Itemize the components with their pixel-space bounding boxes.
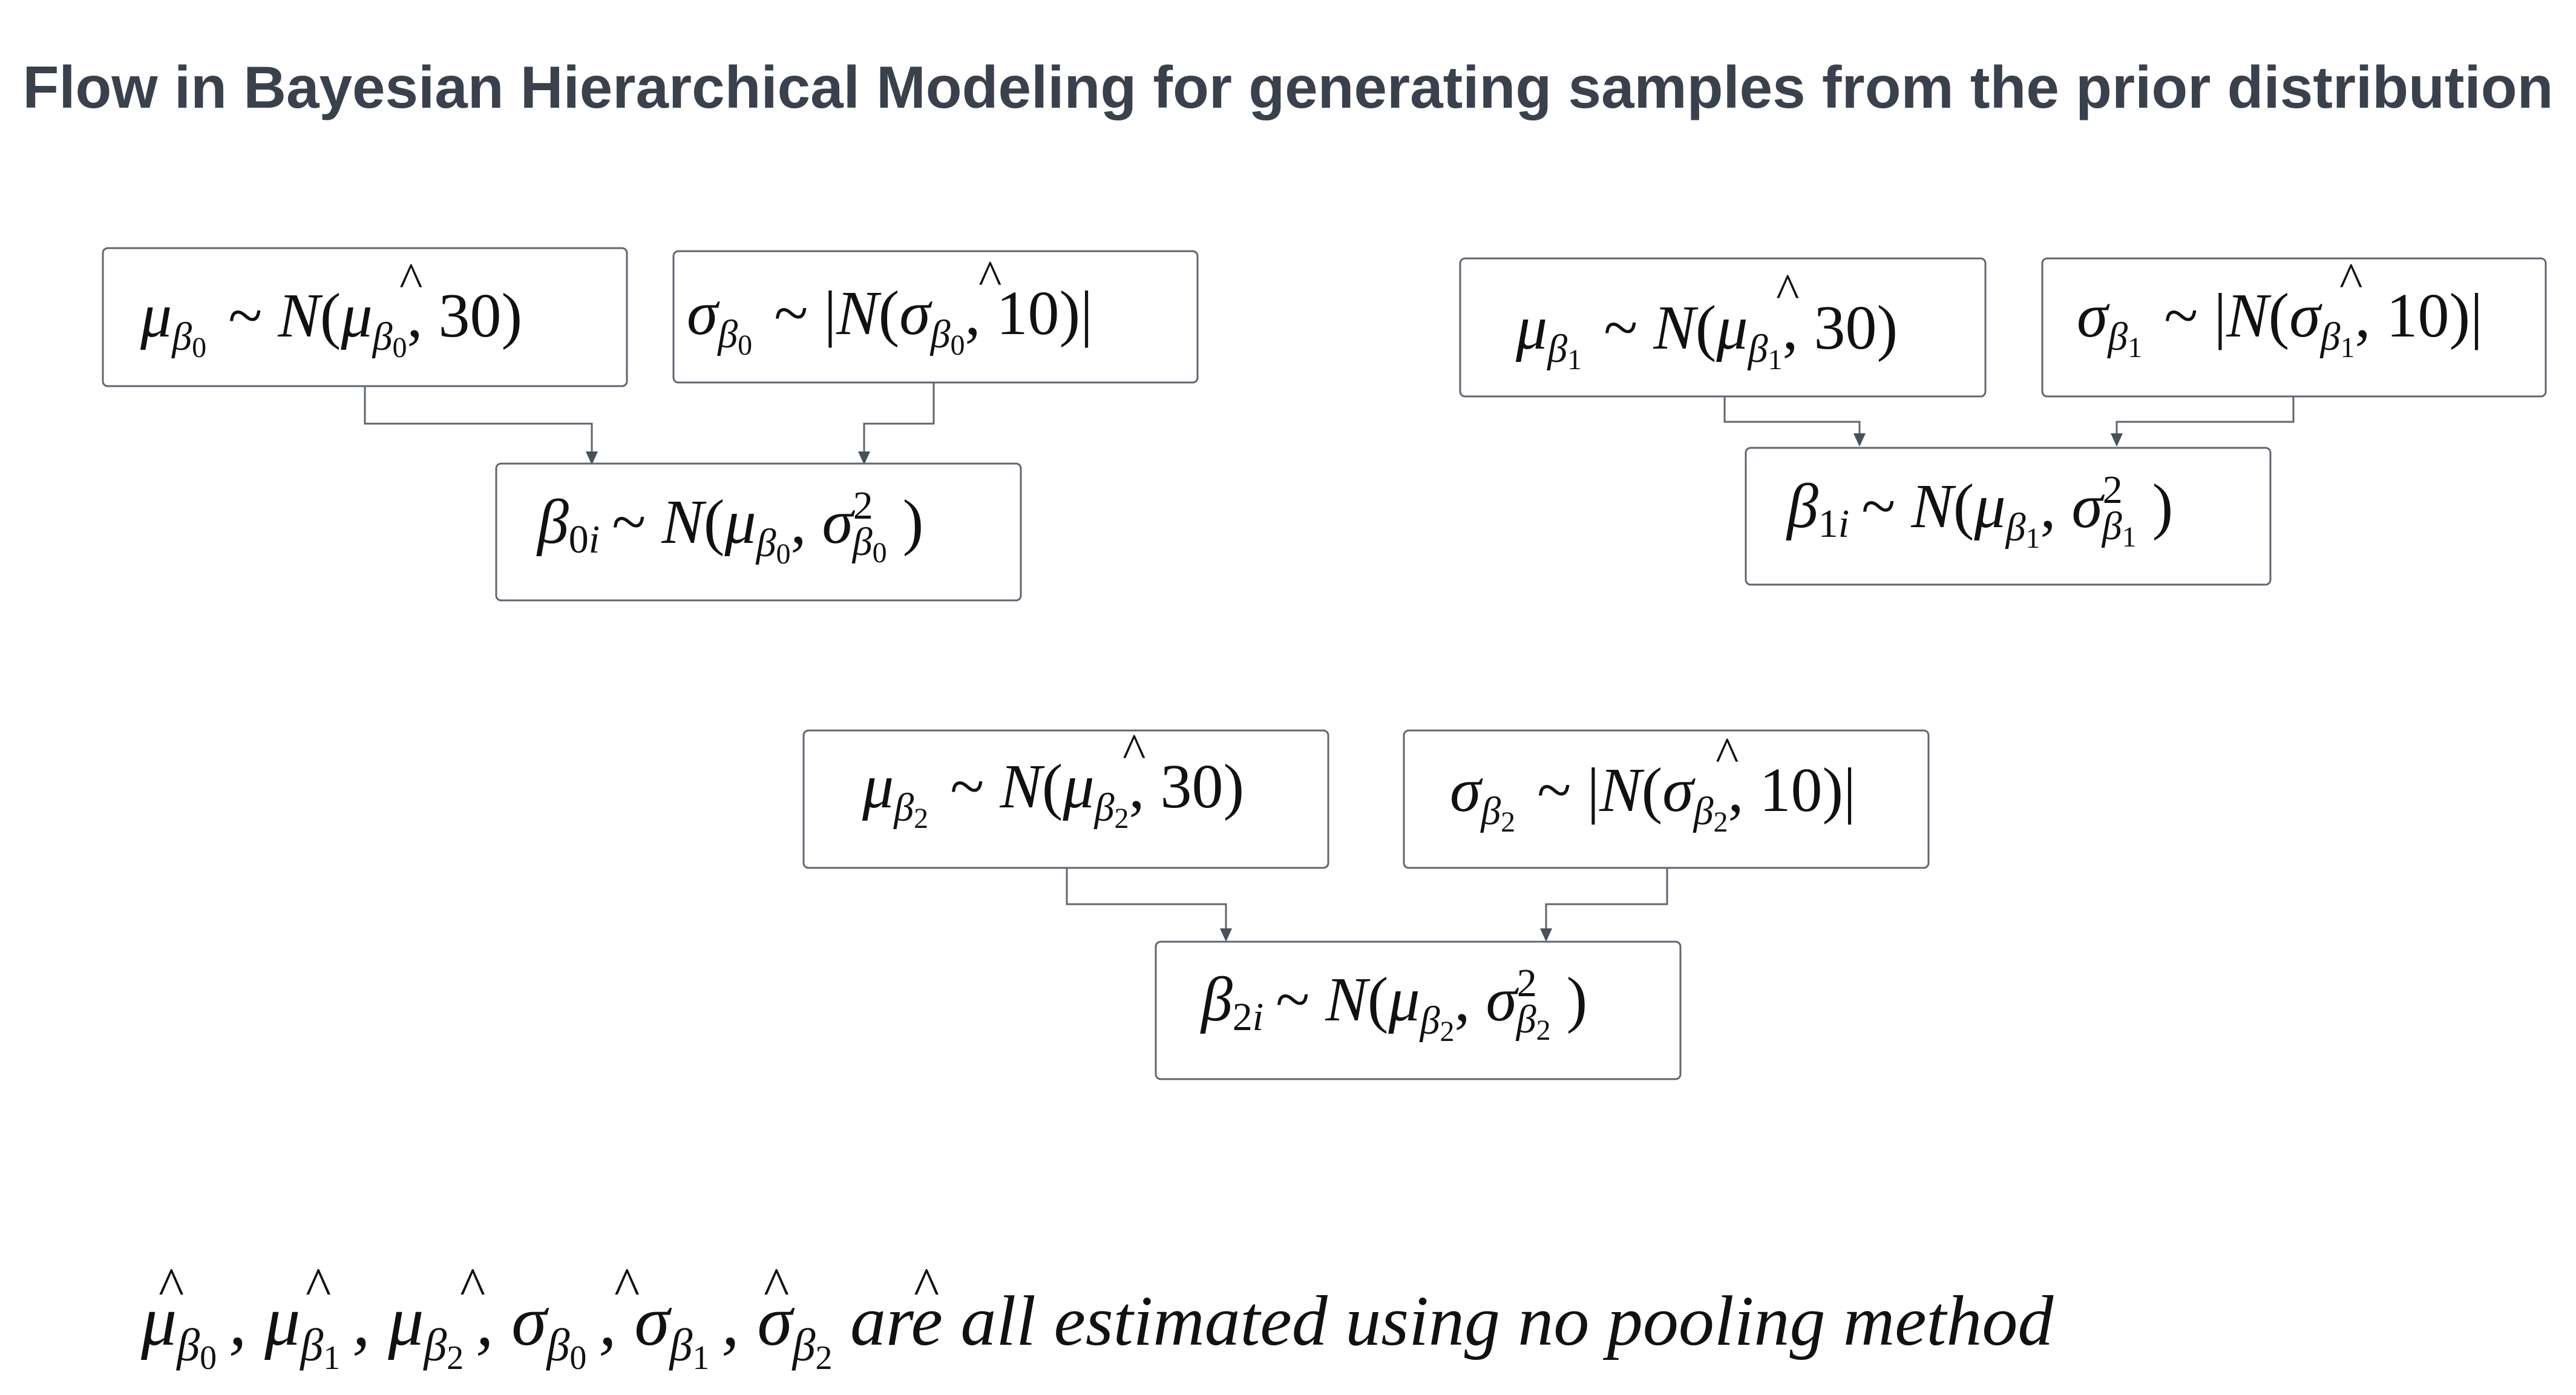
footnote-equation: μβ0, μβ1, μβ2, σβ0, σβ1, σβ2 are all est…: [140, 1257, 2054, 1377]
svg-text:^: ^: [306, 1257, 331, 1317]
arrowhead-icon: [1540, 928, 1552, 942]
node-beta0i: β0i ~ N(μβ0, σ2 β0 ): [495, 462, 1022, 602]
svg-text:^: ^: [764, 1257, 789, 1317]
svg-text:μβ1~ N(μβ1, 30): μβ1 ~ N(μβ1, 30): [1515, 293, 1898, 376]
svg-text:^: ^: [1776, 263, 1799, 318]
arrowhead-icon: [1220, 928, 1232, 942]
arrowhead-icon: [2111, 433, 2123, 447]
svg-text:^: ^: [978, 250, 1001, 305]
edge-sigma-beta2-to-beta2i: [1545, 868, 1668, 930]
node-sigma-beta2-prior: σβ2 ~ |N(σβ2, 10)| ^: [1403, 727, 1930, 869]
node-mu-beta0-prior: μβ0 ~ N(μβ0, 30) ^: [102, 247, 628, 387]
svg-text:σβ1~ |N(σβ1, 10)|: σβ1 ~ |N(σβ1, 10)|: [2077, 281, 2483, 364]
svg-text:^: ^: [614, 1257, 640, 1317]
edge-mu-beta2-to-beta2i: [1066, 868, 1227, 930]
svg-text:^: ^: [1716, 727, 1739, 782]
edge-mu-beta0-to-beta0i: [364, 386, 593, 453]
node-beta2i: β2i ~ N(μβ2, σ2 β2 ): [1155, 940, 1682, 1080]
svg-text:σβ2~ |N(σβ2, 10)|: σβ2 ~ |N(σβ2, 10)|: [1450, 755, 1856, 838]
node-mu-beta1-prior: μβ1 ~ N(μβ1, 30) ^: [1459, 257, 1987, 398]
edge-sigma-beta1-to-beta1i: [2116, 396, 2295, 435]
svg-text:σβ0~ |N(σβ0, 10)|: σβ0 ~ |N(σβ0, 10)|: [687, 278, 1093, 361]
edge-sigma-beta0-to-beta0i: [863, 382, 935, 453]
arrowhead-icon: [586, 451, 598, 465]
node-beta1i: β1i ~ N(μβ1, σ2 β1 ): [1745, 447, 2272, 586]
node-mu-beta2-prior: μβ2 ~ N(μβ2, 30) ^: [802, 723, 1329, 869]
svg-text:^: ^: [1122, 723, 1145, 778]
node-sigma-beta1-prior: σβ1 ~ |N(σβ1, 10)| ^: [2041, 252, 2547, 398]
svg-text:^: ^: [2339, 252, 2362, 307]
edge-mu-beta1-to-beta1i: [1723, 396, 1861, 435]
svg-text:^: ^: [914, 1257, 939, 1317]
svg-text:^: ^: [399, 252, 422, 307]
svg-text:μβ0, μβ1, μβ2, σβ0, σβ1, σβ2 a: μβ0, μβ1, μβ2, σβ0, σβ1, σβ2 are all est…: [140, 1281, 2054, 1377]
svg-text:μβ0~ N(μβ0, 30): μβ0 ~ N(μβ0, 30): [140, 281, 522, 364]
arrowhead-icon: [858, 451, 870, 465]
diagram-title: Flow in Bayesian Hierarchical Modeling f…: [22, 54, 2554, 120]
svg-text:^: ^: [159, 1257, 184, 1317]
node-sigma-beta0-prior: σβ0 ~ |N(σβ0, 10)| ^: [672, 250, 1199, 384]
svg-text:μβ2~ N(μβ2, 30): μβ2 ~ N(μβ2, 30): [862, 752, 1244, 835]
arrowhead-icon: [1853, 433, 1866, 447]
svg-text:^: ^: [460, 1257, 485, 1317]
